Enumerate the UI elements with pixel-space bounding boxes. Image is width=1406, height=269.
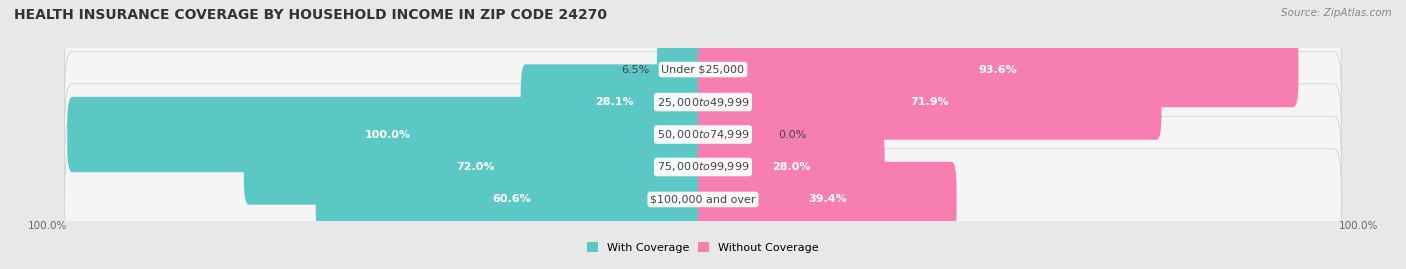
FancyBboxPatch shape xyxy=(316,162,709,237)
Legend: With Coverage, Without Coverage: With Coverage, Without Coverage xyxy=(588,242,818,253)
Text: 28.0%: 28.0% xyxy=(772,162,810,172)
Text: $75,000 to $99,999: $75,000 to $99,999 xyxy=(657,161,749,174)
FancyBboxPatch shape xyxy=(697,162,956,237)
FancyBboxPatch shape xyxy=(65,51,1341,153)
Text: 60.6%: 60.6% xyxy=(492,194,531,204)
Text: 39.4%: 39.4% xyxy=(808,194,846,204)
Text: 100.0%: 100.0% xyxy=(1339,221,1378,231)
Text: 100.0%: 100.0% xyxy=(28,221,67,231)
FancyBboxPatch shape xyxy=(65,19,1341,120)
FancyBboxPatch shape xyxy=(657,32,709,107)
FancyBboxPatch shape xyxy=(65,116,1341,218)
FancyBboxPatch shape xyxy=(67,97,709,172)
Text: 6.5%: 6.5% xyxy=(621,65,650,75)
Text: 100.0%: 100.0% xyxy=(364,129,411,140)
FancyBboxPatch shape xyxy=(697,64,1161,140)
Text: Under $25,000: Under $25,000 xyxy=(661,65,745,75)
FancyBboxPatch shape xyxy=(243,129,709,205)
FancyBboxPatch shape xyxy=(697,129,884,205)
FancyBboxPatch shape xyxy=(65,84,1341,185)
Text: HEALTH INSURANCE COVERAGE BY HOUSEHOLD INCOME IN ZIP CODE 24270: HEALTH INSURANCE COVERAGE BY HOUSEHOLD I… xyxy=(14,8,607,22)
FancyBboxPatch shape xyxy=(520,64,709,140)
Text: Source: ZipAtlas.com: Source: ZipAtlas.com xyxy=(1281,8,1392,18)
Text: $50,000 to $74,999: $50,000 to $74,999 xyxy=(657,128,749,141)
Text: 93.6%: 93.6% xyxy=(979,65,1018,75)
Text: 28.1%: 28.1% xyxy=(595,97,634,107)
FancyBboxPatch shape xyxy=(65,149,1341,250)
Text: 71.9%: 71.9% xyxy=(910,97,949,107)
FancyBboxPatch shape xyxy=(697,32,1298,107)
Text: $25,000 to $49,999: $25,000 to $49,999 xyxy=(657,95,749,108)
Text: 0.0%: 0.0% xyxy=(779,129,807,140)
Text: $100,000 and over: $100,000 and over xyxy=(650,194,756,204)
Text: 72.0%: 72.0% xyxy=(457,162,495,172)
